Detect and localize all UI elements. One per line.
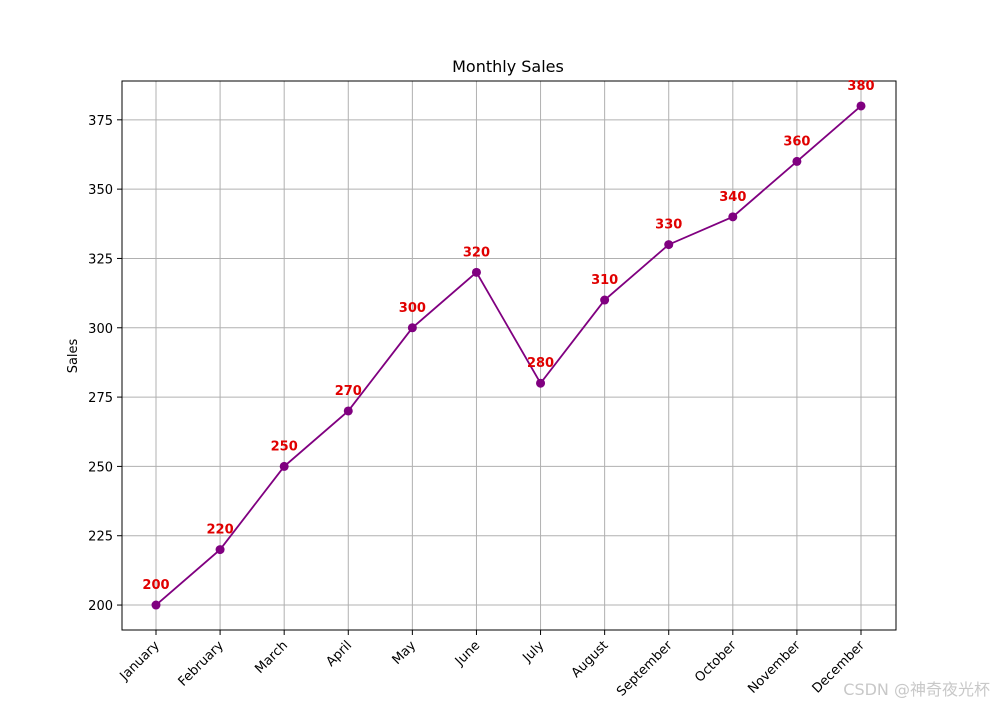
y-axis-label: Sales xyxy=(66,338,81,373)
data-point xyxy=(664,240,674,250)
x-tick-label: July xyxy=(520,638,548,666)
data-point xyxy=(343,406,353,416)
data-point xyxy=(215,545,225,555)
x-axis-ticks: January February March April May June July Augu… xyxy=(117,630,868,700)
data-label: 320 xyxy=(463,245,490,260)
watermark: CSDN @神奇夜光杯 xyxy=(843,680,990,699)
series-layer xyxy=(151,101,866,610)
data-label: 330 xyxy=(655,218,682,233)
y-tick-label: 300 xyxy=(88,322,113,337)
y-axis-ticks: 200 225 250 275 300 325 350 375 xyxy=(88,114,122,614)
y-tick-label: 275 xyxy=(88,391,113,406)
y-tick-label: 200 xyxy=(88,599,113,614)
data-label: 280 xyxy=(527,356,554,371)
y-tick-label: 225 xyxy=(88,530,113,545)
data-point xyxy=(407,323,417,333)
x-tick-label: May xyxy=(390,638,420,668)
y-tick-label: 350 xyxy=(88,183,113,198)
data-label: 300 xyxy=(399,301,426,316)
y-tick-label: 325 xyxy=(88,252,113,267)
x-tick-label: September xyxy=(614,638,676,700)
chart-title: Monthly Sales xyxy=(452,57,564,76)
data-label: 250 xyxy=(271,439,298,454)
data-point xyxy=(600,295,610,305)
data-label: 200 xyxy=(142,578,169,593)
x-tick-label: March xyxy=(252,638,291,677)
data-point xyxy=(279,461,289,471)
data-label: 220 xyxy=(207,523,234,538)
data-point xyxy=(728,212,738,222)
grid-layer xyxy=(122,81,896,630)
plot-frame xyxy=(121,80,897,631)
x-tick-label: April xyxy=(323,638,355,670)
data-point xyxy=(151,600,161,610)
series-line xyxy=(155,105,862,606)
data-point xyxy=(471,267,481,277)
data-label: 380 xyxy=(847,79,874,94)
data-point xyxy=(792,156,802,166)
data-label: 360 xyxy=(783,134,810,149)
x-tick-label: October xyxy=(692,638,740,686)
y-tick-label: 375 xyxy=(88,114,113,129)
x-tick-label: November xyxy=(745,638,804,697)
data-label-layer: 200 220 250 270 300 320 280 310 330 340 360 380 xyxy=(142,79,874,593)
x-tick-label: January xyxy=(117,638,163,684)
data-label: 270 xyxy=(335,384,362,399)
data-point xyxy=(856,101,866,111)
y-tick-label: 250 xyxy=(88,460,113,475)
x-tick-label: August xyxy=(569,638,612,681)
x-tick-label: February xyxy=(176,638,228,690)
data-label: 340 xyxy=(719,190,746,205)
x-tick-label: June xyxy=(452,638,483,669)
data-point xyxy=(536,378,546,388)
data-label: 310 xyxy=(591,273,618,288)
